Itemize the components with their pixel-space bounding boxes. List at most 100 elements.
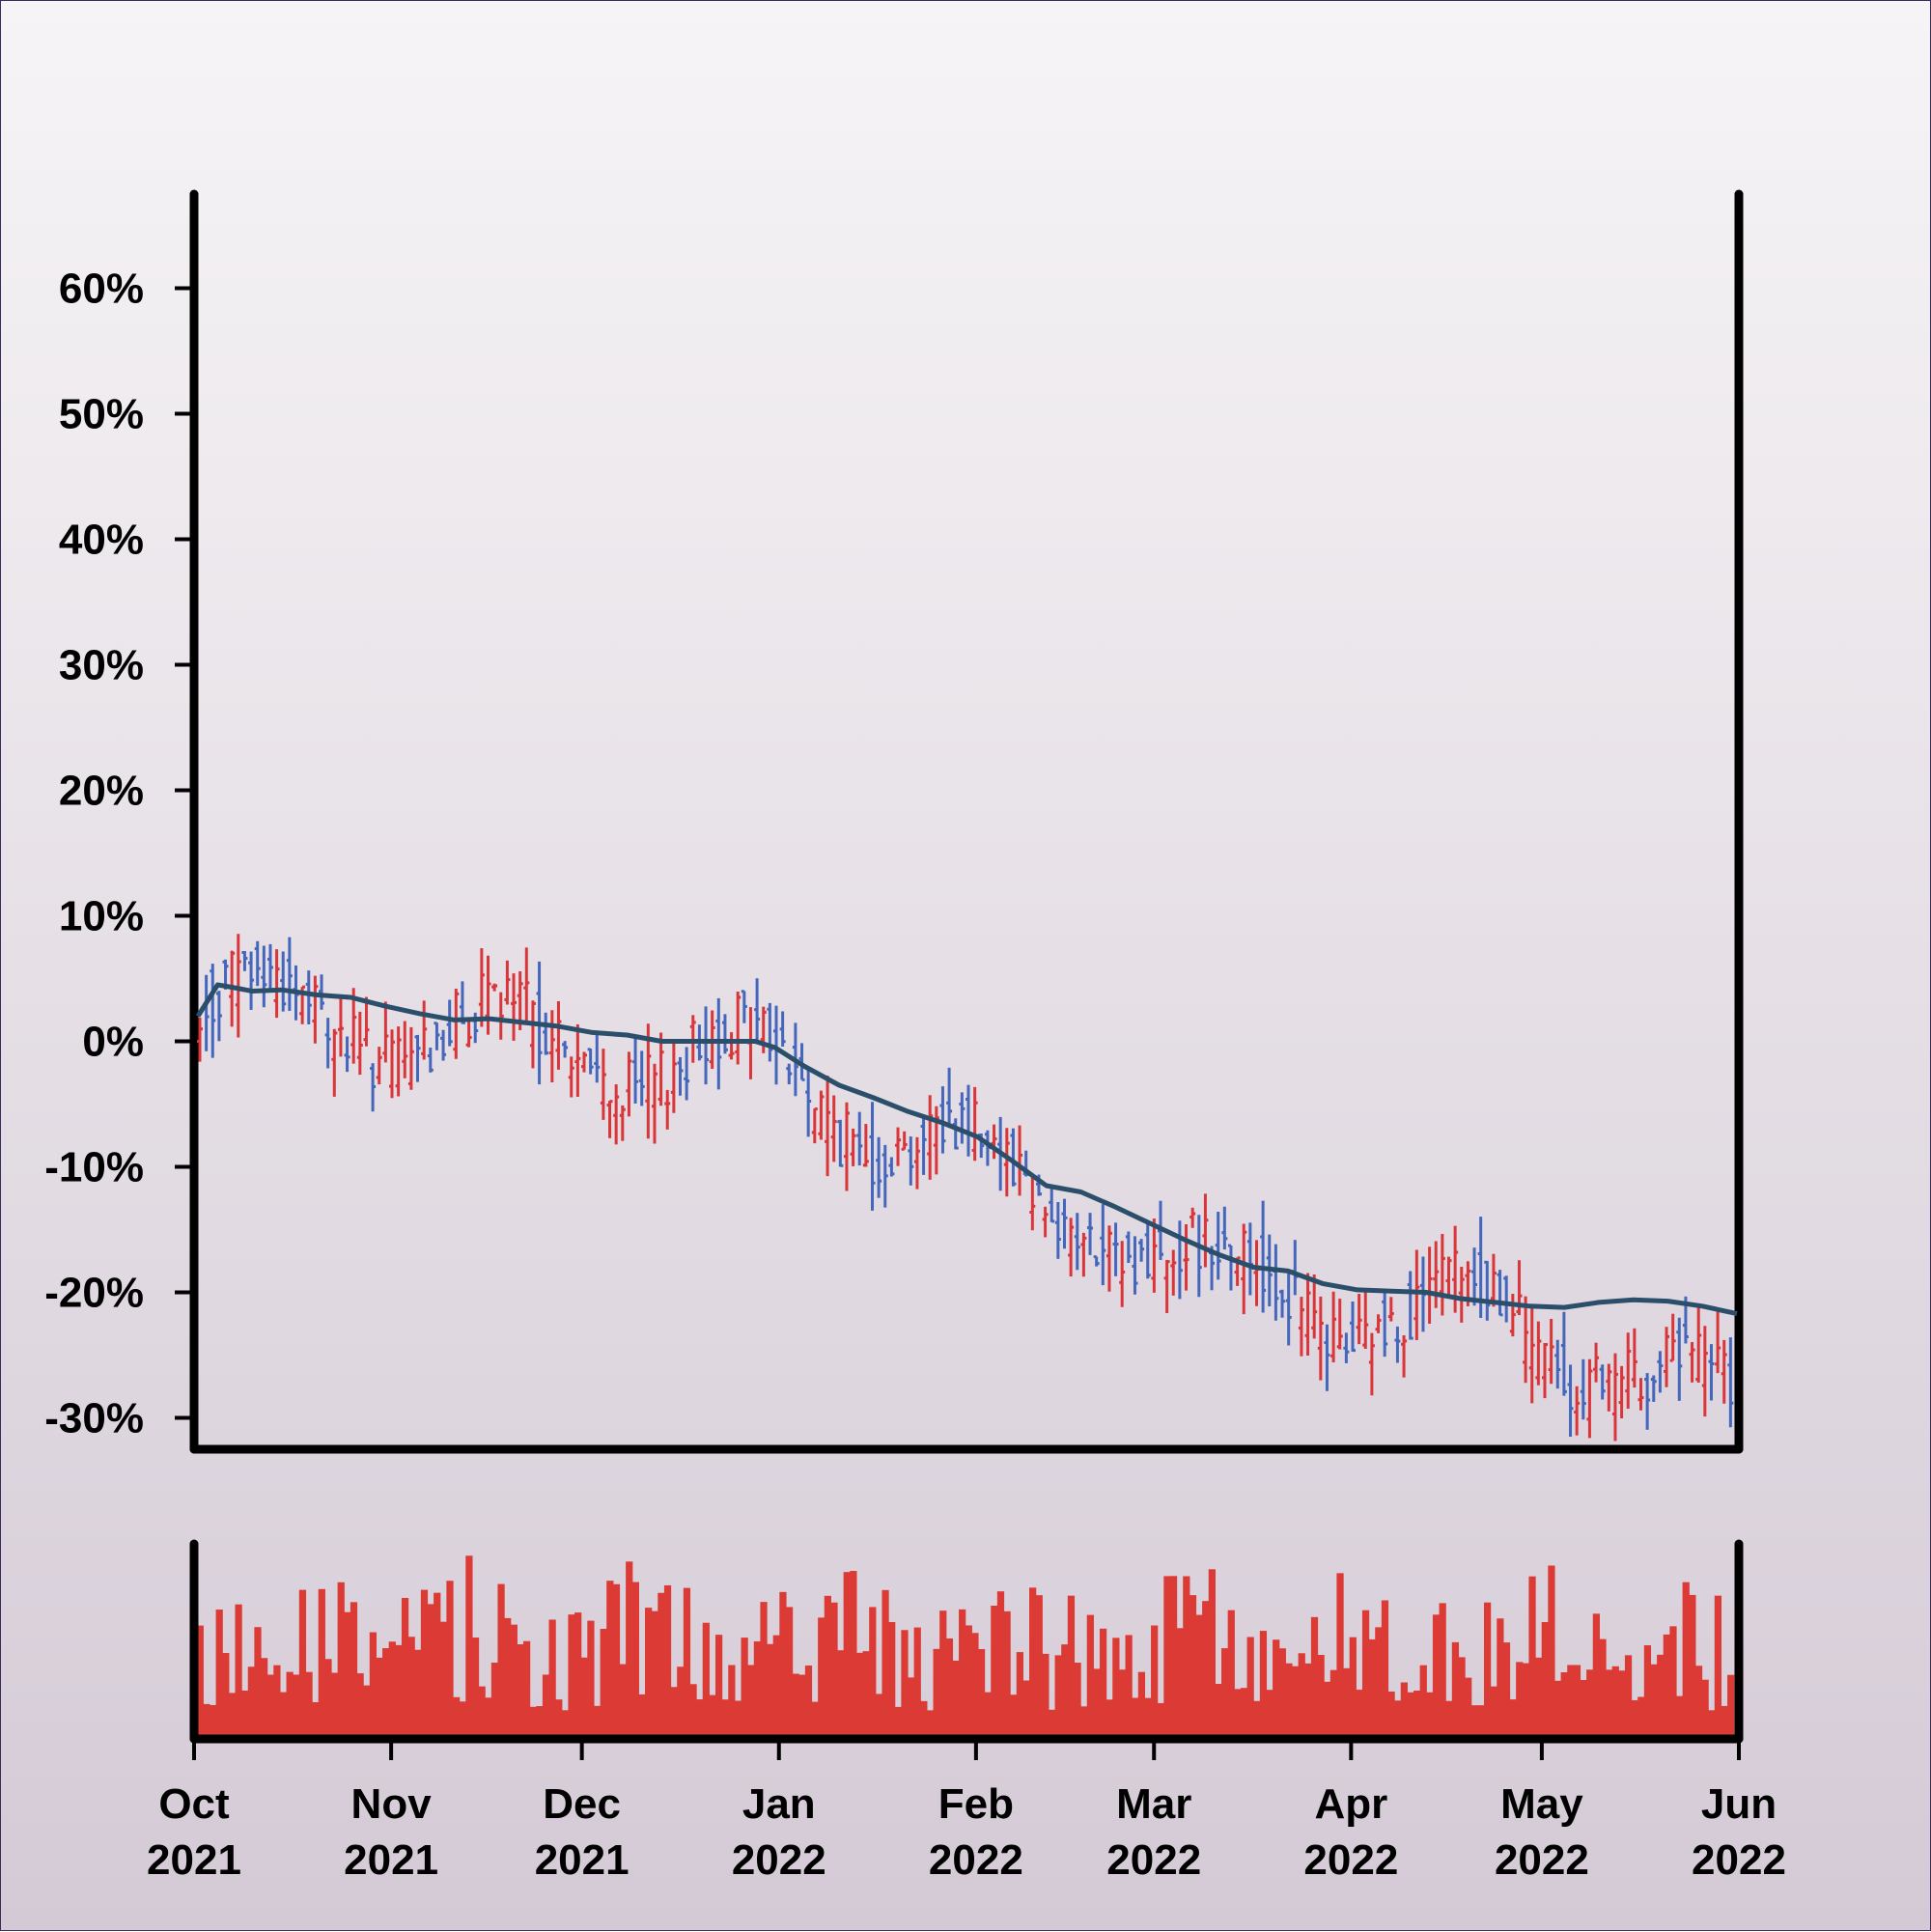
volume-bar: [1356, 1690, 1363, 1739]
volume-bar: [344, 1611, 351, 1739]
y-tick-label: 60%: [59, 266, 144, 313]
volume-bar: [1042, 1653, 1049, 1739]
volume-bar: [1567, 1665, 1575, 1739]
volume-bar: [1118, 1669, 1127, 1739]
ohlc-bar-down: [587, 1048, 594, 1075]
volume-bar: [959, 1609, 966, 1739]
ohlc-bar-up: [1528, 1307, 1535, 1404]
volume-bar: [465, 1555, 473, 1739]
ohlc-bar-down: [215, 991, 222, 1042]
ohlc-bar-up: [1029, 1177, 1036, 1231]
ohlc-bar-up: [1151, 1218, 1158, 1293]
volume-bar: [1727, 1674, 1735, 1739]
volume-bar: [427, 1604, 434, 1739]
volume-bar: [996, 1591, 1005, 1739]
volume-bar: [1105, 1699, 1113, 1739]
ohlc-bar-up: [1241, 1223, 1247, 1315]
ohlc-bar-down: [1246, 1222, 1253, 1296]
ohlc-bar-up: [478, 948, 485, 1027]
ohlc-bar-up: [825, 1075, 831, 1177]
volume-bar: [1663, 1634, 1670, 1739]
ohlc-bar-down: [1343, 1332, 1350, 1363]
volume-bar: [1035, 1595, 1043, 1739]
ohlc-bar-up: [1542, 1343, 1548, 1399]
ohlc-bar-down: [805, 1066, 812, 1137]
volume-bar: [741, 1638, 748, 1739]
ohlc-bar-down: [798, 1043, 805, 1081]
ohlc-bar-up: [421, 1000, 428, 1060]
volume-bar: [1221, 1648, 1229, 1739]
volume-bar: [196, 1625, 204, 1739]
ohlc-bar-up: [523, 947, 530, 1021]
volume-bar: [1477, 1705, 1485, 1739]
ohlc-bar-down: [266, 943, 273, 990]
ohlc-bar-up: [1445, 1256, 1452, 1298]
x-tick-month-label: Mar: [1116, 1780, 1191, 1828]
ohlc-bar-down: [1644, 1373, 1651, 1430]
volume-bar: [1176, 1628, 1184, 1739]
ohlc-bar-down: [1727, 1337, 1734, 1428]
ohlc-bar-up: [331, 1028, 338, 1097]
ohlc-bar-up: [1163, 1259, 1170, 1314]
volume-bar: [606, 1581, 614, 1739]
x-tick-month-label: May: [1500, 1780, 1583, 1828]
y-tick-label: 40%: [59, 517, 144, 564]
ohlc-bar-down: [1227, 1244, 1234, 1291]
volume-bar: [1432, 1614, 1441, 1739]
volume-bar: [356, 1673, 364, 1739]
ohlc-bar-up: [1458, 1266, 1465, 1323]
ohlc-bar-up: [728, 1032, 735, 1060]
volume-bar: [587, 1620, 595, 1739]
ohlc-bar-up: [1611, 1353, 1618, 1442]
ohlc-bar-up: [1311, 1274, 1318, 1339]
ohlc-bar-down: [721, 1014, 728, 1054]
ohlc-bar-down: [1484, 1260, 1491, 1321]
ohlc-bar-up: [1509, 1293, 1516, 1337]
ohlc-bar-up: [574, 1023, 581, 1097]
ohlc-bar-down: [1279, 1289, 1286, 1318]
ohlc-bar-up: [1202, 1193, 1209, 1268]
volume-bar: [689, 1684, 697, 1739]
volume-bar: [1618, 1670, 1626, 1739]
ohlc-bar-up: [1535, 1321, 1542, 1386]
ohlc-bar-up: [407, 1026, 414, 1090]
volume-bar: [1394, 1700, 1402, 1739]
ohlc-bar-up: [395, 1026, 402, 1097]
volume-bar: [1522, 1663, 1530, 1739]
ohlc-bar-up: [389, 1029, 395, 1099]
ohlc-bar-down: [1350, 1301, 1356, 1353]
volume-bar: [658, 1592, 665, 1739]
x-tick-year-label: 2022: [929, 1836, 1023, 1884]
volume-bar: [490, 1663, 499, 1739]
volume-bar: [1528, 1576, 1536, 1739]
volume-bar: [312, 1701, 320, 1739]
volume-bar: [638, 1694, 646, 1739]
volume-bar: [407, 1637, 415, 1739]
ohlc-bar-up: [529, 1000, 536, 1069]
volume-bar: [286, 1671, 294, 1739]
volume-bar: [1516, 1662, 1524, 1739]
ohlc-bar-down: [1708, 1344, 1715, 1401]
volume-bar: [261, 1658, 268, 1739]
volume-bar: [670, 1687, 678, 1739]
volume-bar: [1606, 1669, 1613, 1739]
volume-bar: [1375, 1627, 1383, 1739]
volume-bar: [293, 1674, 300, 1739]
volume-bar: [555, 1699, 563, 1739]
ohlc-bar-up: [1042, 1206, 1049, 1238]
ohlc-bar-down: [959, 1092, 966, 1144]
volume-bar: [1183, 1576, 1190, 1739]
ohlc-bar-down: [1554, 1339, 1561, 1389]
x-tick-year-label: 2022: [1692, 1836, 1786, 1884]
ohlc-bar-down: [703, 1006, 710, 1085]
ohlc-bar-down: [939, 1086, 946, 1154]
ohlc-bar-up: [485, 955, 491, 1035]
volume-bar: [971, 1633, 979, 1739]
ohlc-bar-down: [434, 1022, 440, 1050]
volume-bar: [1144, 1697, 1152, 1739]
ohlc-bar-up: [1119, 1241, 1126, 1307]
ohlc-bar-down: [1010, 1128, 1017, 1187]
volume-bar: [830, 1602, 838, 1739]
ohlc-bar-down: [1100, 1204, 1106, 1286]
